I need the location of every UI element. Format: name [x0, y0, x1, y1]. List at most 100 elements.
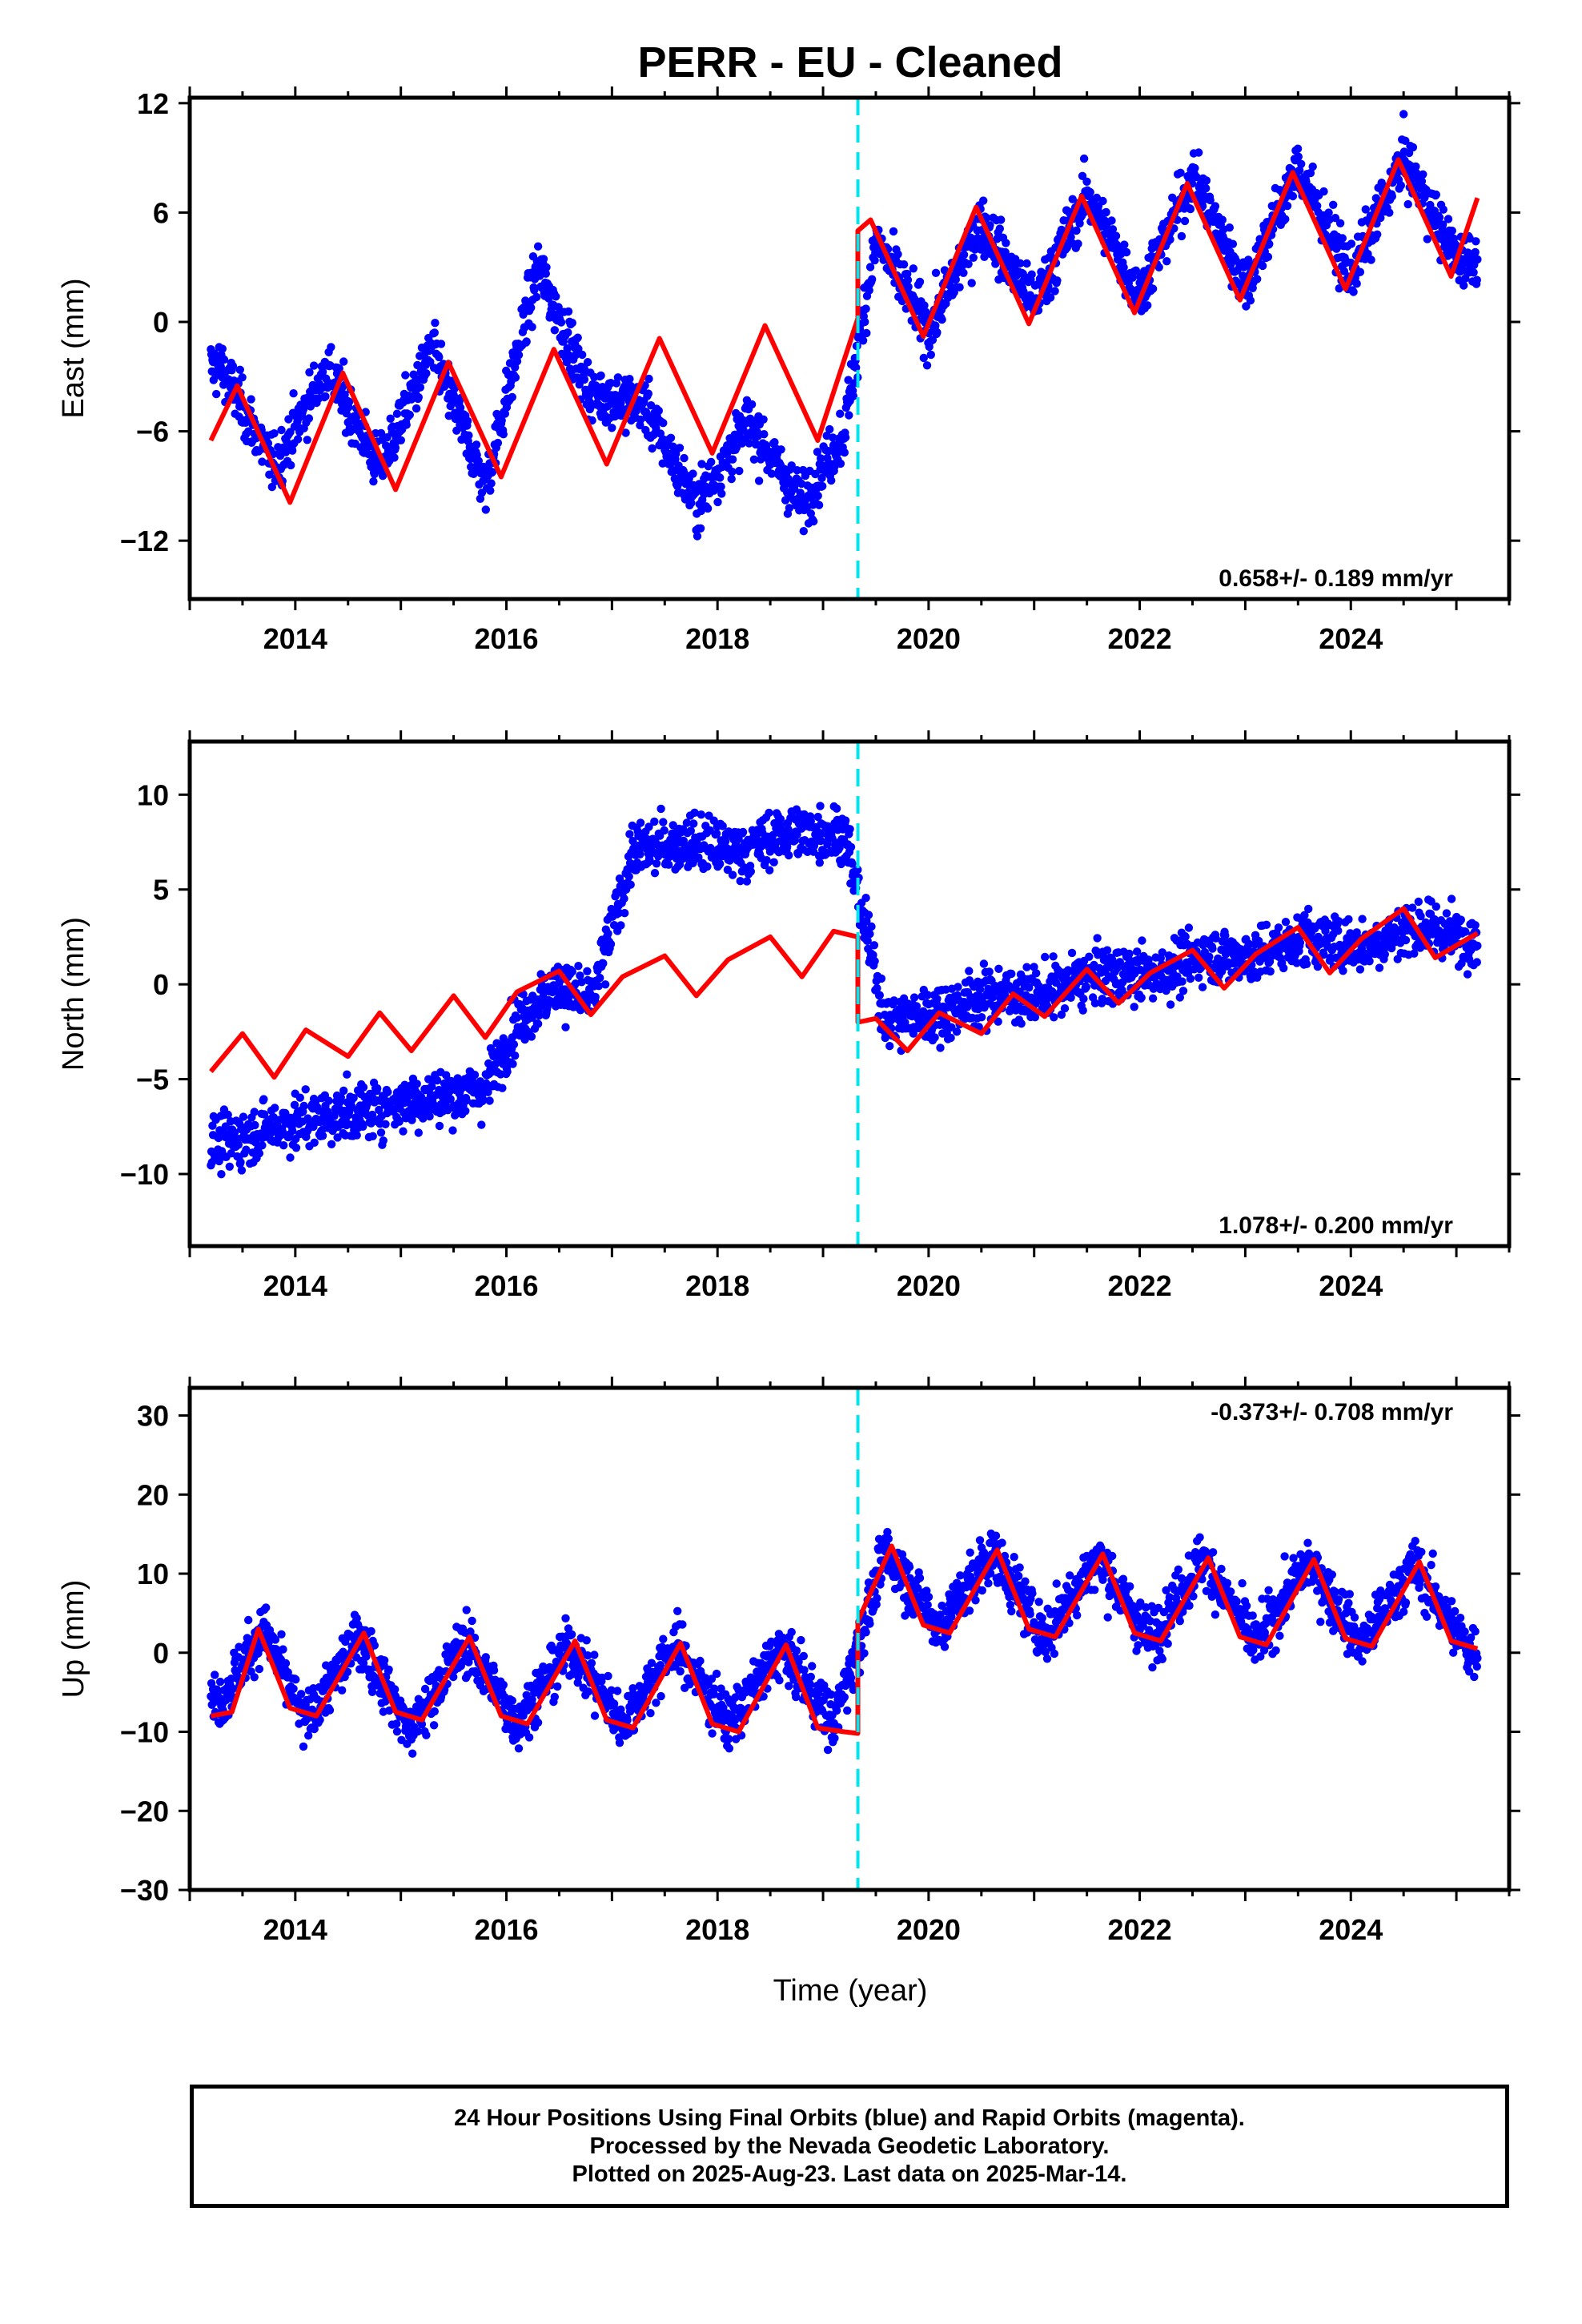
data-point [327, 1140, 336, 1149]
data-point [499, 430, 508, 439]
data-point [487, 479, 496, 488]
data-point [1439, 205, 1448, 214]
data-point [238, 373, 247, 382]
data-point [1162, 257, 1171, 266]
data-point [556, 318, 566, 327]
data-point [359, 1122, 367, 1132]
data-point [503, 1068, 512, 1076]
data-point [1111, 231, 1121, 240]
data-point [697, 460, 706, 468]
data-point [279, 1645, 287, 1654]
x-tick-label: 2024 [1319, 622, 1383, 655]
data-point [1066, 232, 1075, 242]
data-point [852, 363, 861, 372]
data-point [1053, 276, 1062, 285]
data-point [1181, 932, 1190, 941]
data-point [964, 259, 973, 268]
data-point [247, 395, 255, 404]
data-point [1461, 274, 1470, 283]
data-point [864, 911, 873, 919]
data-point [1025, 983, 1034, 992]
data-point [1304, 904, 1313, 914]
x-tick-label: 2016 [474, 1269, 538, 1302]
data-point [644, 374, 653, 384]
data-point [926, 350, 936, 360]
data-point [530, 286, 539, 295]
model-line [209, 906, 1479, 1080]
data-point [865, 286, 873, 295]
panel-frame [187, 95, 1512, 601]
data-point [1130, 1003, 1138, 1011]
data-point [1401, 136, 1410, 145]
data-point [928, 336, 938, 344]
data-point [1075, 219, 1084, 228]
data-point [836, 459, 845, 468]
data-point [815, 858, 824, 867]
data-point [1324, 208, 1333, 217]
data-point [817, 473, 826, 483]
data-point [1373, 230, 1382, 239]
data-point [861, 894, 870, 903]
data-point [211, 1671, 219, 1679]
data-point [359, 1083, 368, 1092]
data-point [244, 1615, 253, 1625]
data-point [484, 1088, 492, 1097]
data-point [1030, 1013, 1040, 1022]
data-point [787, 461, 796, 470]
data-point [1131, 266, 1141, 275]
data-point [656, 429, 665, 438]
data-point [1057, 1010, 1066, 1019]
data-point [1447, 227, 1457, 235]
data-point [564, 307, 573, 316]
data-point [1292, 959, 1301, 967]
data-point [893, 250, 902, 259]
data-point [728, 455, 737, 464]
data-point [562, 358, 572, 367]
data-point [576, 971, 584, 980]
data-point [401, 371, 410, 380]
data-point [1078, 1006, 1087, 1015]
data-point [912, 1002, 921, 1011]
data-point [909, 993, 919, 1002]
data-point [1154, 263, 1163, 271]
data-point [310, 1724, 319, 1734]
data-point [969, 253, 978, 262]
data-point [425, 1112, 434, 1121]
data-point [936, 1043, 945, 1052]
data-point [1202, 184, 1211, 193]
data-point [816, 454, 825, 463]
data-point [474, 456, 483, 465]
data-point [946, 1033, 955, 1043]
data-point [1471, 921, 1480, 930]
data-point [1180, 216, 1190, 226]
data-point [485, 1096, 494, 1105]
data-point [578, 350, 587, 360]
data-point [930, 1033, 939, 1042]
data-point [571, 351, 580, 360]
data-point [1186, 204, 1195, 214]
data-point [909, 264, 918, 273]
data-point [532, 292, 541, 302]
data-point [923, 991, 932, 999]
data-point [1030, 963, 1038, 971]
data-point [321, 392, 330, 401]
data-point [1208, 944, 1217, 953]
data-point [689, 819, 698, 828]
data-point [1050, 287, 1059, 296]
data-point [255, 1664, 264, 1674]
data-point [1472, 275, 1482, 284]
data-point [574, 962, 583, 971]
data-point [305, 368, 314, 377]
data-point [352, 1131, 361, 1140]
data-point [745, 439, 753, 448]
data-point [785, 504, 794, 513]
data-point [675, 444, 685, 452]
data-point [539, 255, 548, 263]
data-point [330, 1112, 339, 1120]
data-point [511, 373, 520, 382]
data-point [1041, 952, 1050, 962]
data-point [1387, 192, 1397, 201]
data-point [754, 476, 764, 485]
